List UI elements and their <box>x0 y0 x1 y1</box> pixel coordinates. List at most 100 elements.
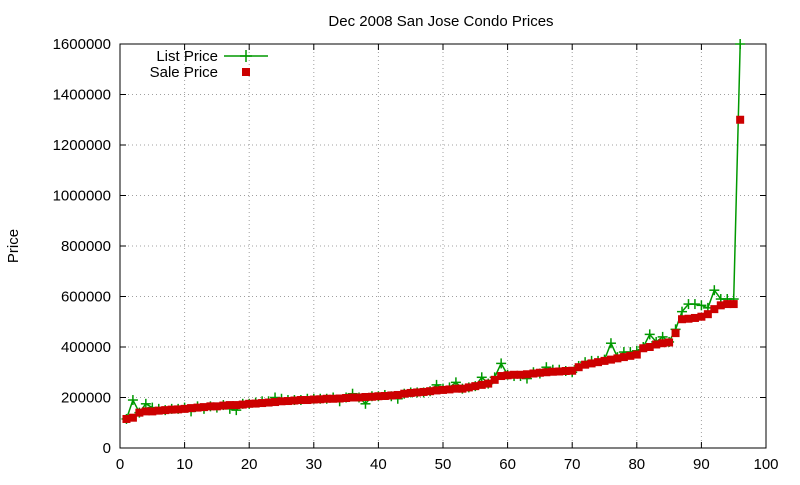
sale-price-point <box>225 401 234 410</box>
y-tick-label: 1000000 <box>53 188 111 205</box>
sale-price-point <box>555 367 564 376</box>
sale-price-point <box>212 402 221 411</box>
sale-price-point <box>594 358 603 367</box>
list-price-point <box>689 299 700 310</box>
sale-price-point <box>238 400 247 409</box>
list-price-point <box>140 398 151 409</box>
sale-price-point <box>245 399 254 408</box>
legend-label-list-price: List Price <box>156 48 218 65</box>
sale-price-point <box>355 393 364 402</box>
sale-price-point <box>361 392 370 401</box>
sale-price-point <box>426 387 435 396</box>
sale-price-point <box>678 315 687 324</box>
sale-price-point <box>264 398 273 407</box>
legend: List Price Sale Price <box>150 48 268 81</box>
sale-price-point <box>458 384 467 393</box>
x-tick-label: 40 <box>370 456 387 473</box>
sale-price-point <box>380 391 389 400</box>
ticks-layer: 0 10 20 30 40 50 60 70 80 90 100 0 200000 400000 60000… <box>53 36 779 473</box>
sale-price-point <box>490 375 499 384</box>
sale-price-point <box>141 407 150 416</box>
legend-label-sale-price: Sale Price <box>150 64 218 81</box>
sale-price-point <box>148 407 157 416</box>
series-list-price <box>121 39 746 424</box>
sale-price-point <box>219 401 228 410</box>
sale-price-point <box>154 406 163 415</box>
list-price-point <box>476 372 487 383</box>
sale-price-point <box>574 363 583 372</box>
sale-price-point <box>632 350 641 359</box>
sale-price-point <box>561 366 570 375</box>
sale-price-point <box>258 399 267 408</box>
sale-price-point <box>451 384 460 393</box>
sale-price-point <box>619 353 628 362</box>
sale-price-point <box>367 392 376 401</box>
sale-price-point <box>516 370 525 379</box>
list-price-point <box>696 300 707 311</box>
sale-price-point <box>193 403 202 412</box>
sale-price-point <box>658 339 667 348</box>
sale-price-point <box>613 354 622 363</box>
sale-price-point <box>342 394 351 403</box>
sale-price-point <box>271 398 280 407</box>
sale-price-point <box>729 300 738 309</box>
sale-price-point <box>542 368 551 377</box>
sale-price-point <box>199 403 208 412</box>
grid-layer <box>120 44 766 448</box>
sale-price-point <box>445 385 454 394</box>
sale-price-point <box>432 386 441 395</box>
sale-price-point <box>665 338 674 347</box>
sale-price-point <box>251 399 260 408</box>
sale-price-point <box>296 396 305 405</box>
list-price-point <box>496 358 507 369</box>
y-axis-label: Price <box>5 229 22 263</box>
sale-price-point <box>581 360 590 369</box>
chart-title: Dec 2008 San Jose Condo Prices <box>328 13 553 30</box>
sale-price-point <box>419 387 428 396</box>
sale-price-point <box>329 394 338 403</box>
sale-price-point <box>122 414 131 423</box>
sale-price-point <box>174 405 183 414</box>
sale-price-point <box>135 408 144 417</box>
sale-price-point <box>568 366 577 375</box>
sale-price-point <box>206 402 215 411</box>
sale-price-point <box>497 372 506 381</box>
sale-price-point <box>671 329 680 338</box>
sale-price-point <box>626 351 635 360</box>
sale-price-point <box>587 359 596 368</box>
sale-price-point <box>406 388 415 397</box>
sale-price-point <box>529 369 538 378</box>
sale-price-point <box>477 380 486 389</box>
x-tick-label: 70 <box>564 456 581 473</box>
sale-price-point <box>161 406 170 415</box>
sale-price-point <box>736 115 745 124</box>
sale-price-point <box>606 355 615 364</box>
sale-price-point <box>335 394 344 403</box>
sale-price-point <box>400 389 409 398</box>
list-price-point <box>735 39 746 49</box>
sale-price-point <box>652 340 661 349</box>
sale-price-point <box>548 367 557 376</box>
x-tick-label: 100 <box>753 456 778 473</box>
sale-price-point <box>484 379 493 388</box>
x-tick-label: 10 <box>176 456 193 473</box>
list-price-point <box>605 338 616 349</box>
sale-price-point <box>503 371 512 380</box>
sale-price-point <box>387 391 396 400</box>
sale-price-point <box>697 312 706 321</box>
sale-price-point <box>600 356 609 365</box>
y-tick-label: 800000 <box>61 238 111 255</box>
sale-price-point <box>303 396 312 405</box>
x-tick-label: 80 <box>628 456 645 473</box>
list-price-point <box>709 285 720 296</box>
x-tick-label: 60 <box>499 456 516 473</box>
sale-price-point <box>180 404 189 413</box>
list-price-point <box>127 395 138 406</box>
sale-price-point <box>348 393 357 402</box>
sale-price-point <box>290 396 299 405</box>
x-tick-label: 20 <box>241 456 258 473</box>
sale-price-point <box>684 314 693 323</box>
sale-price-point <box>277 397 286 406</box>
sale-price-point <box>535 368 544 377</box>
